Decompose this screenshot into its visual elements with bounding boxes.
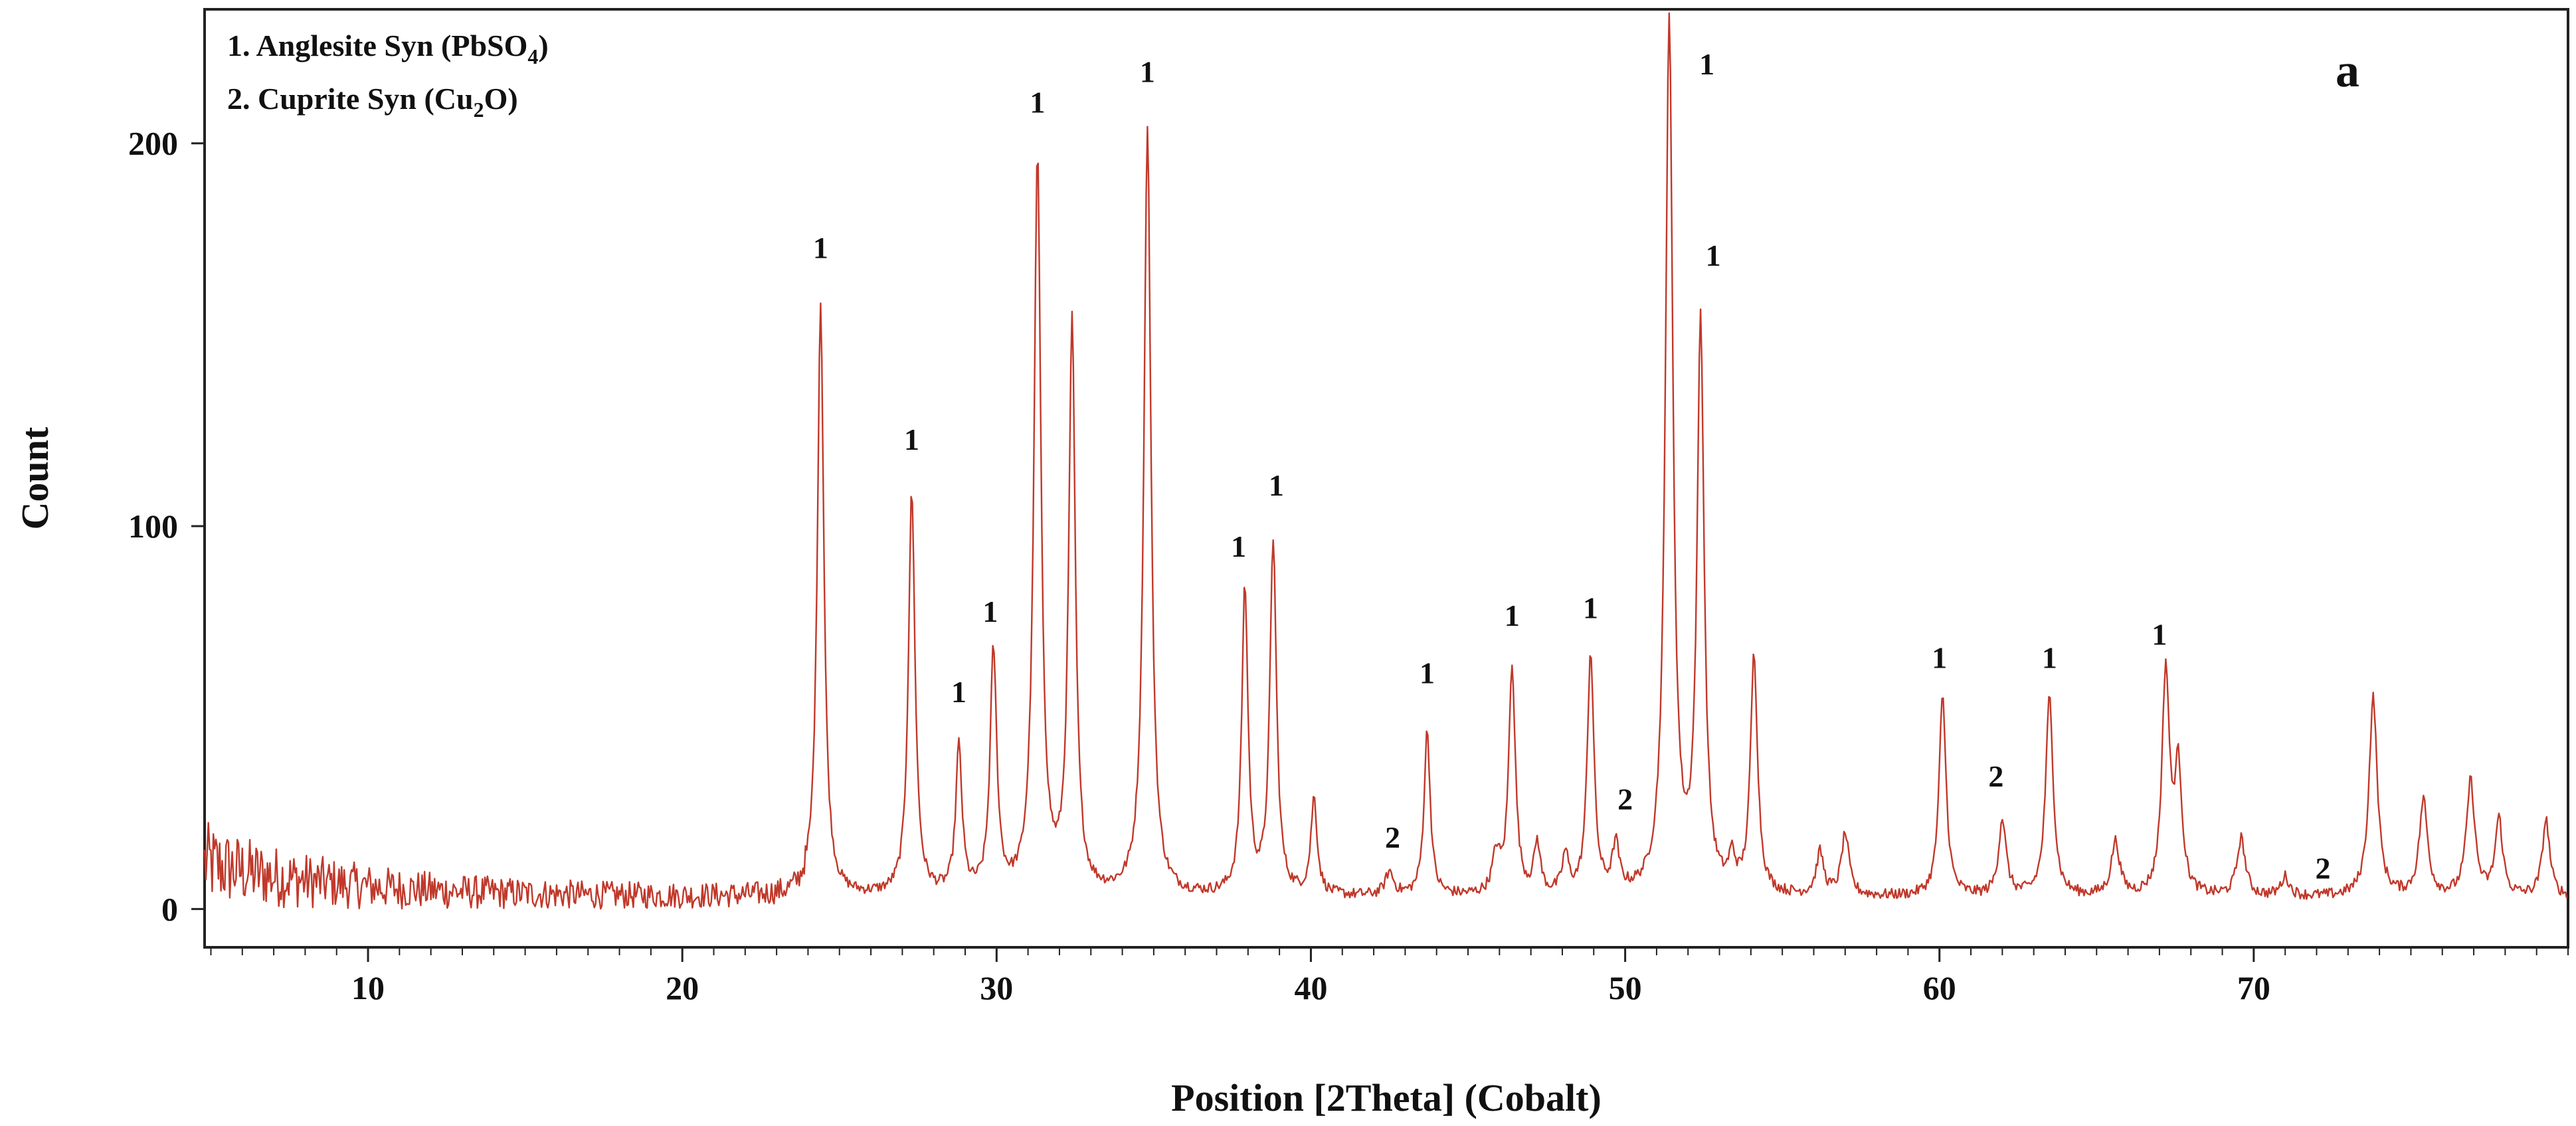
peak-label: 1 — [1505, 599, 1520, 632]
x-axis-ticks: 10 20 30 40 50 60 70 — [210, 947, 2569, 1006]
x-tick-label: 10 — [351, 969, 385, 1006]
peak-label: 1 — [1140, 55, 1155, 89]
peak-label: 1 — [813, 231, 828, 265]
peak-label: 1 — [904, 422, 919, 456]
peak-label: 1 — [1932, 640, 1947, 674]
x-axis-title: Position [2Theta] (Cobalt) — [1171, 1076, 1602, 1119]
peak-label: 2 — [2315, 851, 2330, 885]
peak-label: 2 — [1617, 783, 1633, 816]
legend-entry: 1. Anglesite Syn (PbSO4) — [227, 29, 549, 68]
legend-entry-text: 1. Anglesite Syn (PbSO — [227, 29, 527, 62]
y-axis-title: Count — [13, 426, 56, 529]
x-tick-label: 20 — [666, 969, 699, 1006]
peak-label: 2 — [1988, 759, 2003, 793]
peak-label: 1 — [1699, 47, 1714, 81]
peak-label: 1 — [1231, 529, 1246, 563]
y-tick-label: 200 — [128, 125, 178, 162]
peak-label: 1 — [951, 675, 966, 709]
x-tick-label: 40 — [1294, 969, 1327, 1006]
peak-label: 1 — [1706, 238, 1721, 272]
peak-label: 1 — [2152, 618, 2167, 652]
legend-entry-subscript: 4 — [527, 45, 538, 68]
x-tick-label: 70 — [2237, 969, 2270, 1006]
legend-entry: 2. Cuprite Syn (Cu2O) — [227, 82, 518, 122]
plot-frame — [203, 8, 2569, 949]
legend-entry-suffix: O) — [484, 82, 518, 116]
peak-label: 1 — [1583, 591, 1598, 624]
y-tick-label: 100 — [128, 508, 178, 545]
peak-label: 1 — [2042, 640, 2057, 674]
legend: 1. Anglesite Syn (PbSO4) 2. Cuprite Syn (… — [227, 29, 549, 122]
peak-label: 1 — [1420, 656, 1435, 690]
x-tick-label: 60 — [1923, 969, 1956, 1006]
x-tick-label: 30 — [980, 969, 1013, 1006]
diffraction-pattern-line — [203, 12, 2568, 910]
y-tick-label: 0 — [161, 890, 178, 927]
x-tick-label: 50 — [1609, 969, 1642, 1006]
legend-entry-suffix: ) — [538, 29, 548, 62]
peak-label: 1 — [1269, 468, 1284, 502]
legend-entry-subscript: 2 — [474, 98, 484, 122]
y-axis-ticks: 0 100 200 — [128, 125, 205, 927]
peak-label: 1 — [1030, 86, 1045, 120]
panel-label: a — [2336, 44, 2359, 97]
legend-entry-text: 2. Cuprite Syn (Cu — [227, 82, 474, 116]
peak-label: 1 — [982, 595, 998, 628]
peak-label: 2 — [1385, 820, 1400, 854]
